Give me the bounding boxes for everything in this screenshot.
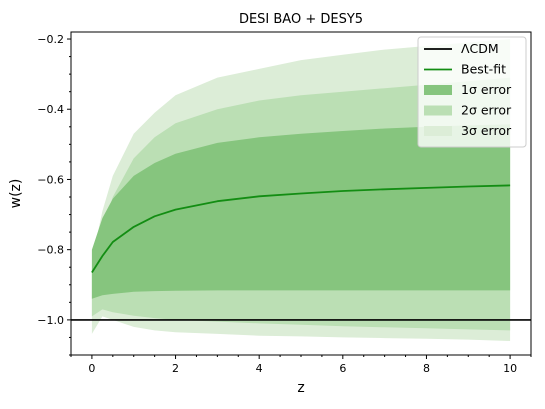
y-tick-label: −1.0 xyxy=(37,314,64,327)
x-tick-label: 4 xyxy=(256,362,263,375)
band-1sigma-error xyxy=(91,124,511,299)
legend-label-best-fit: Best-fit xyxy=(461,62,506,77)
y-tick-label: −0.2 xyxy=(37,33,64,46)
legend-label-2sigma-error: 2σ error xyxy=(461,103,512,118)
x-axis: 0 2 4 6 8 10 xyxy=(70,355,532,375)
x-tick-label: 8 xyxy=(423,362,430,375)
legend-label-lambdacdm: ΛCDM xyxy=(461,41,499,56)
legend-label-1sigma-error: 1σ error xyxy=(461,82,512,97)
chart-title: DESI BAO + DESY5 xyxy=(239,12,363,27)
legend-swatch-3sigma-error xyxy=(424,126,452,136)
plot-area xyxy=(70,31,532,356)
y-tick-label: −0.6 xyxy=(37,173,64,186)
y-tick-label: −0.8 xyxy=(37,244,64,257)
legend-box xyxy=(417,36,527,148)
legend: ΛCDM Best-fit 1σ error 2σ error 3σ error xyxy=(417,36,527,148)
legend-label-3sigma-error: 3σ error xyxy=(461,123,512,138)
x-tick-label: 2 xyxy=(172,362,179,375)
legend-swatch-1sigma-error xyxy=(424,85,452,95)
x-tick-label: 10 xyxy=(503,362,517,375)
y-axis-label: w(z) xyxy=(8,179,24,209)
y-axis: −1.0 −0.8 −0.6 −0.4 −0.2 xyxy=(37,33,71,356)
y-tick-label: −0.4 xyxy=(37,103,64,116)
x-tick-label: 0 xyxy=(88,362,95,375)
legend-swatch-2sigma-error xyxy=(424,105,452,116)
x-tick-label: 6 xyxy=(339,362,346,375)
series-best-fit-line xyxy=(91,184,511,273)
x-axis-label: z xyxy=(297,380,304,396)
